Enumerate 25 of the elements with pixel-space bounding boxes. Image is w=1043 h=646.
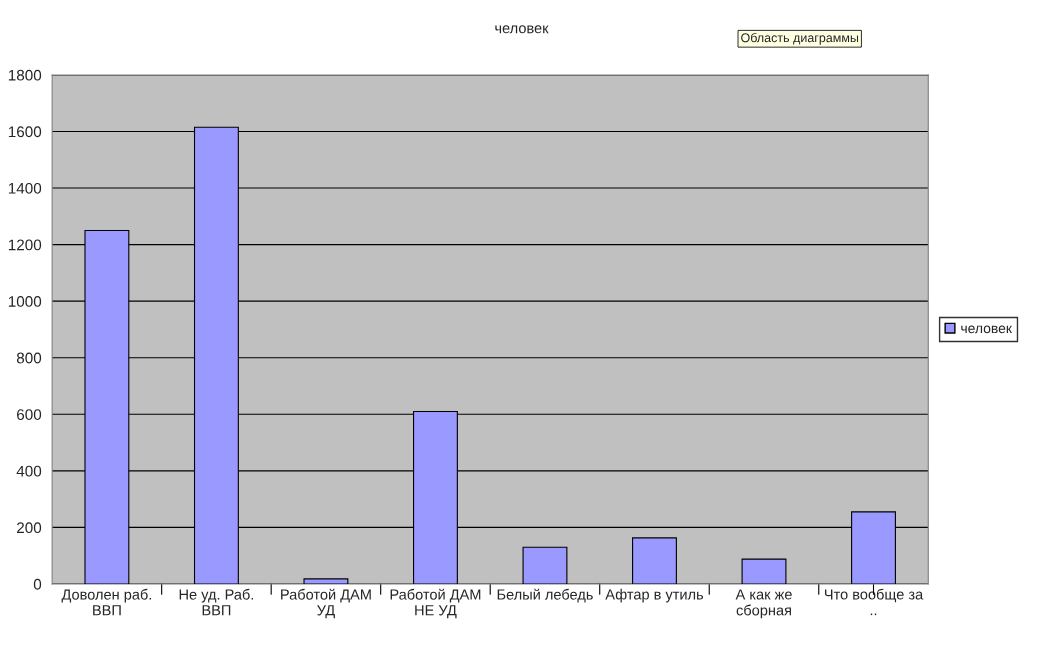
y-tick-label: 200 (17, 522, 42, 534)
x-tick-label: Работой ДАМ НЕ УД (390, 588, 481, 619)
y-tick-label: 1800 (8, 69, 42, 81)
bar (632, 537, 677, 584)
bar (522, 546, 568, 584)
x-tick-label: Доволен раб. ВВП (61, 588, 152, 616)
y-tick-label: 800 (16, 352, 42, 364)
chart-title: человек (495, 25, 549, 34)
legend-label: человек (961, 325, 1012, 334)
y-tick-label: 1000 (8, 296, 42, 307)
text: Область диаграммы (741, 32, 859, 45)
y-tick-label: 1400 (8, 182, 42, 194)
x-tick-label: Не уд. Раб. ВВП (179, 588, 254, 616)
x-tick-label: Афтар в утиль (605, 588, 704, 603)
y-tick-label: 600 (17, 409, 42, 420)
x-tick-label: А как же сборная (735, 589, 792, 619)
x-tick-label: Работой ДАМ УД (281, 588, 371, 619)
y-tick-label: 1200 (8, 239, 42, 251)
x-tick-label: Белый лебедь (497, 588, 593, 603)
y-tick-label: 1600 (8, 126, 42, 138)
x-tick-label: Что вообще за .. (824, 588, 924, 616)
bar (741, 558, 787, 584)
bar (303, 578, 349, 584)
y-tick-label: 400 (16, 465, 42, 477)
y-tick-label: 0 (33, 578, 42, 590)
